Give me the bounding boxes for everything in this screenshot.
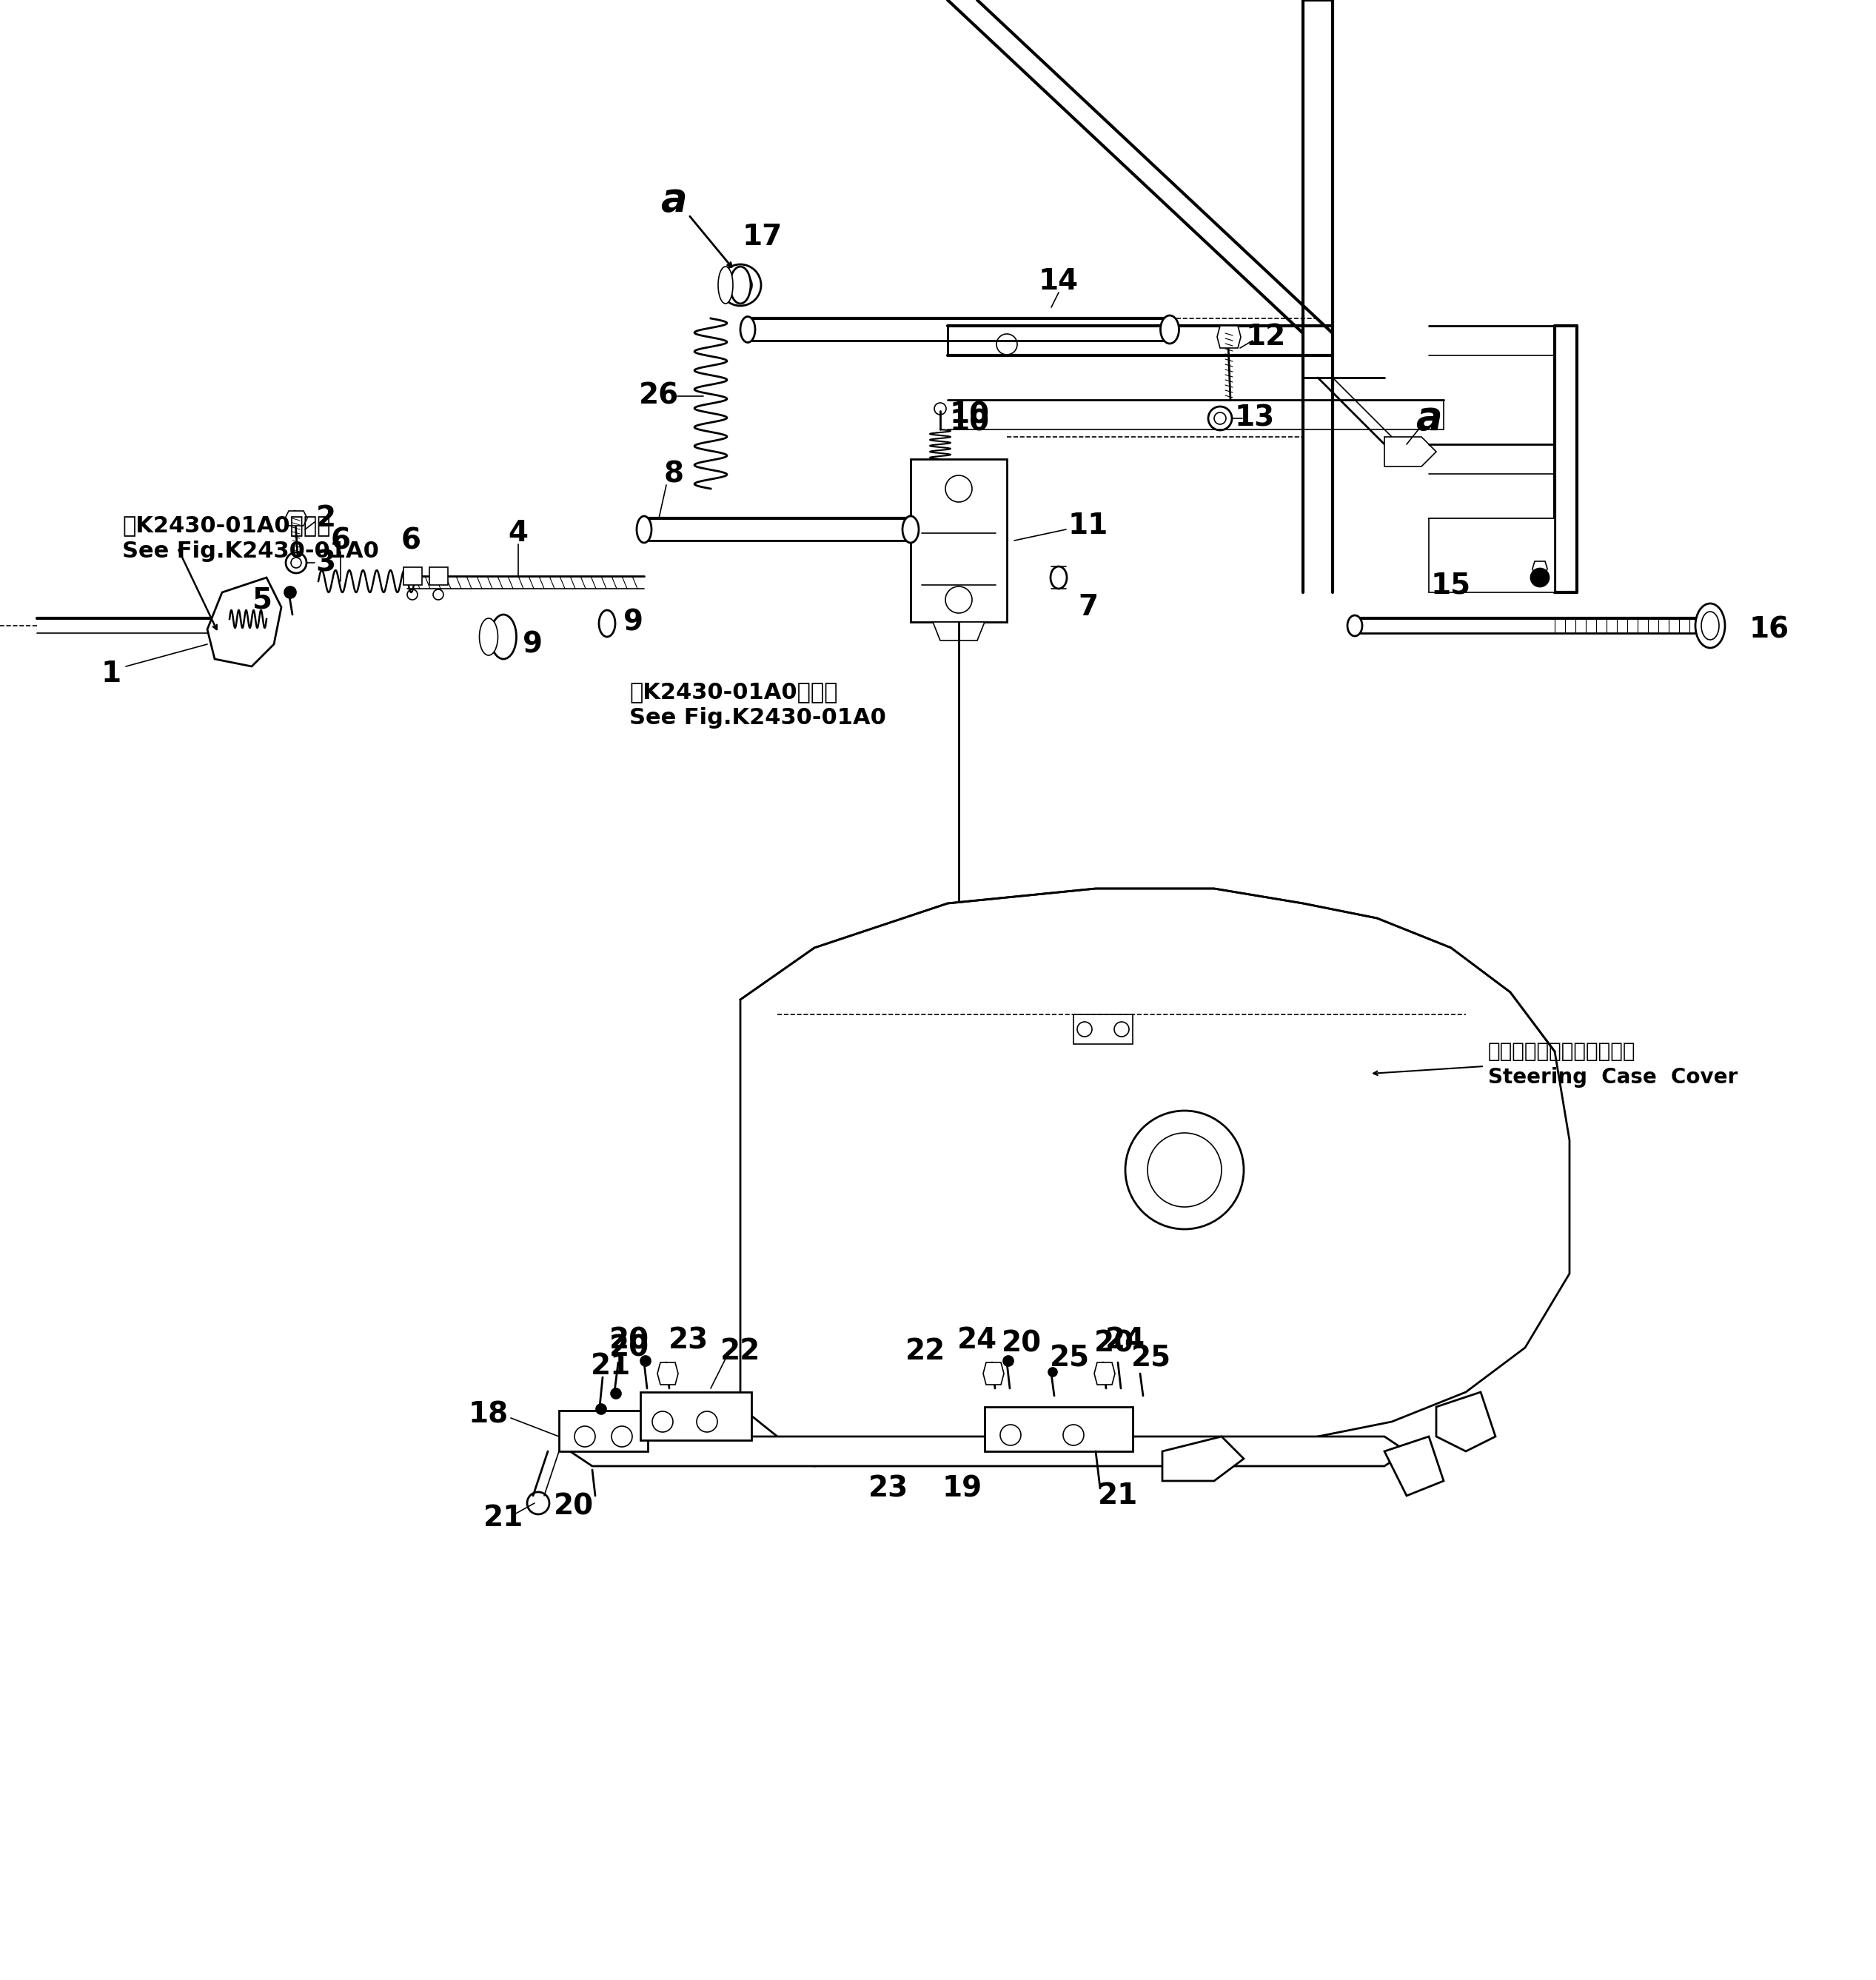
Polygon shape <box>1533 560 1548 576</box>
Text: 20: 20 <box>1094 1331 1135 1358</box>
Text: 第K2430-01A0図参照: 第K2430-01A0図参照 <box>628 681 837 703</box>
Text: 20: 20 <box>610 1335 649 1362</box>
Text: 16: 16 <box>1748 616 1790 644</box>
Text: 14: 14 <box>1039 267 1079 295</box>
Bar <box>640 1392 752 1439</box>
Text: 1: 1 <box>101 659 122 687</box>
Text: 10: 10 <box>949 408 991 436</box>
Text: 25: 25 <box>1051 1344 1090 1372</box>
Ellipse shape <box>1347 616 1362 636</box>
Text: 20: 20 <box>553 1493 595 1521</box>
Circle shape <box>597 1404 606 1414</box>
Text: 19: 19 <box>942 1475 983 1503</box>
Text: See Fig.K2430-01A0: See Fig.K2430-01A0 <box>122 541 379 562</box>
Text: 17: 17 <box>743 224 782 251</box>
Text: 22: 22 <box>906 1336 946 1366</box>
Text: 24: 24 <box>957 1327 998 1354</box>
Bar <box>985 1408 1133 1451</box>
Polygon shape <box>741 889 1570 1465</box>
Text: 4: 4 <box>508 519 529 546</box>
Text: 8: 8 <box>664 459 683 487</box>
Text: 12: 12 <box>1246 323 1287 350</box>
Polygon shape <box>1218 327 1240 348</box>
Text: 20: 20 <box>610 1327 649 1354</box>
Text: 2: 2 <box>315 505 336 533</box>
Ellipse shape <box>490 614 516 659</box>
Polygon shape <box>285 511 308 527</box>
Text: 3: 3 <box>315 548 336 576</box>
Ellipse shape <box>480 618 497 655</box>
Text: 9: 9 <box>623 608 643 636</box>
Text: 15: 15 <box>1431 570 1471 600</box>
Polygon shape <box>1073 1014 1133 1043</box>
Polygon shape <box>657 1362 677 1384</box>
Text: 23: 23 <box>668 1327 709 1354</box>
Text: 18: 18 <box>469 1400 508 1428</box>
Text: Steering  Case  Cover: Steering Case Cover <box>1488 1067 1737 1087</box>
Bar <box>910 459 1007 622</box>
Circle shape <box>612 1388 621 1398</box>
Text: 26: 26 <box>640 382 679 410</box>
Ellipse shape <box>1161 315 1178 345</box>
Circle shape <box>1049 1368 1058 1376</box>
Circle shape <box>1004 1356 1013 1366</box>
Ellipse shape <box>598 610 615 638</box>
Ellipse shape <box>636 517 651 543</box>
Text: 21: 21 <box>591 1352 630 1380</box>
Text: 25: 25 <box>1131 1344 1171 1372</box>
Text: 5: 5 <box>253 586 272 614</box>
Text: ステアリングケースカバー: ステアリングケースカバー <box>1488 1041 1636 1061</box>
Text: 第K2430-01A0図参照: 第K2430-01A0図参照 <box>122 515 330 537</box>
Polygon shape <box>1163 1437 1244 1481</box>
Text: 22: 22 <box>720 1336 760 1366</box>
Ellipse shape <box>1051 566 1067 588</box>
Polygon shape <box>932 622 985 640</box>
Ellipse shape <box>1696 604 1724 647</box>
Text: a: a <box>1416 400 1443 438</box>
Circle shape <box>285 586 296 598</box>
Text: 9: 9 <box>523 630 542 657</box>
Text: 20: 20 <box>1002 1331 1041 1358</box>
Text: a: a <box>660 180 687 220</box>
Text: 24: 24 <box>1105 1327 1146 1354</box>
Text: 6: 6 <box>330 527 351 554</box>
Polygon shape <box>1384 438 1437 467</box>
Bar <box>559 1410 647 1451</box>
Ellipse shape <box>719 267 734 303</box>
Bar <box>403 566 422 584</box>
Polygon shape <box>1384 1437 1445 1495</box>
Polygon shape <box>206 578 281 667</box>
Ellipse shape <box>902 517 917 543</box>
Ellipse shape <box>741 317 756 343</box>
Text: 13: 13 <box>1234 404 1276 432</box>
Text: 7: 7 <box>1079 594 1097 622</box>
Text: 21: 21 <box>1097 1481 1139 1511</box>
Circle shape <box>640 1356 651 1366</box>
Bar <box>430 566 448 584</box>
Polygon shape <box>570 1437 1407 1465</box>
Text: 23: 23 <box>869 1475 908 1503</box>
Text: 21: 21 <box>484 1505 523 1533</box>
Polygon shape <box>1437 1392 1495 1451</box>
Polygon shape <box>1430 519 1555 592</box>
Text: See Fig.K2430-01A0: See Fig.K2430-01A0 <box>628 707 885 729</box>
Ellipse shape <box>1702 612 1718 640</box>
Ellipse shape <box>730 267 750 303</box>
Text: 10: 10 <box>949 400 991 430</box>
Text: 6: 6 <box>401 527 420 554</box>
Text: 11: 11 <box>1067 511 1109 541</box>
Polygon shape <box>983 1362 1004 1384</box>
Ellipse shape <box>902 517 919 543</box>
Circle shape <box>1531 568 1550 586</box>
Polygon shape <box>1094 1362 1114 1384</box>
